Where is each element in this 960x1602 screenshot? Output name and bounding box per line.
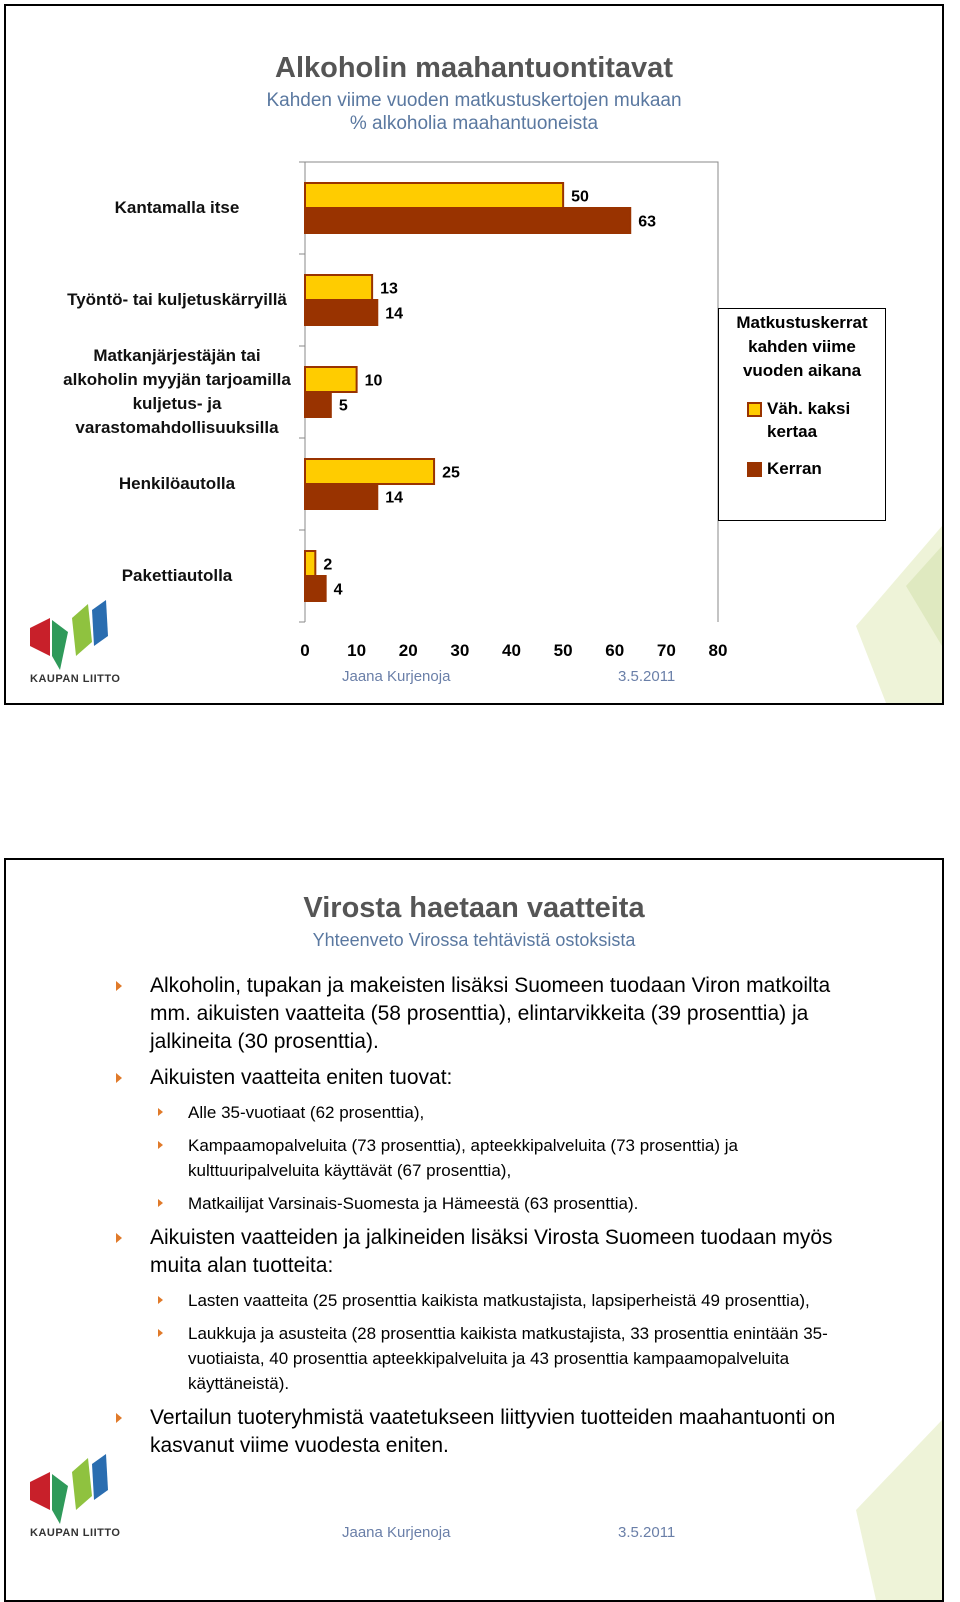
bar [304, 182, 565, 209]
legend-title: Matkustuskerrat kahden viime vuoden aika… [736, 313, 868, 380]
value-label: 14 [385, 306, 403, 323]
category-label: Henkilöautolla [118, 474, 236, 493]
bullet-group: Vertailun tuoteryhmistä vaatetukseen lii… [112, 1404, 858, 1460]
sub-bullet: Lasten vaatteita (25 prosenttia kaikista… [152, 1288, 858, 1313]
chart-title: Alkoholin maahantuontitavat [275, 52, 673, 84]
value-label: 10 [365, 373, 383, 390]
bar [304, 207, 632, 234]
value-label: 2 [323, 557, 332, 574]
bullet: Vertailun tuoteryhmistä vaatetukseen lii… [112, 1404, 850, 1460]
value-label: 4 [334, 582, 343, 599]
logo-text: KAUPAN LIITTO [30, 1527, 121, 1539]
deco-shape [906, 546, 942, 646]
legend-item: Väh. kaksi kertaa [747, 397, 867, 443]
x-tick-label: 20 [399, 641, 418, 660]
sub-bullet: Laukkuja ja asusteita (28 prosenttia kai… [152, 1321, 858, 1396]
slide: Alkoholin maahantuontitavat Kahden viime… [4, 4, 944, 705]
x-tick-label: 80 [709, 641, 728, 660]
bullet-group: Aikuisten vaatteiden ja jalkineiden lisä… [112, 1224, 858, 1396]
slide-subtitle: Yhteenveto Virossa tehtävistä ostoksista [312, 930, 636, 950]
x-tick-label: 70 [657, 641, 676, 660]
bar [304, 274, 374, 301]
footer-author: Jaana Kurjenoja [342, 668, 451, 685]
x-tick-label: 40 [502, 641, 521, 660]
footer-author: Jaana Kurjenoja [342, 1524, 451, 1541]
slide-title: Virosta haetaan vaatteita [303, 892, 645, 924]
bar [304, 299, 379, 326]
legend-label: Väh. kaksi kertaa [767, 399, 851, 441]
value-label: 63 [638, 214, 656, 231]
bar [304, 483, 379, 510]
bar [304, 366, 358, 393]
value-label: 25 [442, 465, 460, 482]
sub-bullet: Kampaamopalveluita (73 prosenttia), apte… [152, 1133, 858, 1183]
value-label: 50 [571, 189, 589, 206]
sub-bullet: Matkailijat Varsinais-Suomesta ja Hämees… [152, 1191, 858, 1216]
bullet: Aikuisten vaatteita eniten tuovat: [112, 1064, 850, 1092]
legend-swatch [747, 462, 762, 477]
value-label: 5 [339, 398, 348, 415]
footer-date: 3.5.2011 [618, 1524, 676, 1541]
x-tick-label: 10 [347, 641, 366, 660]
category-label: Matkanjärjestäjän tai alkoholin myyjän t… [63, 346, 291, 437]
x-tick-label: 0 [300, 641, 309, 660]
value-label: 13 [380, 281, 398, 298]
bullet-group: Alkoholin, tupakan ja makeisten lisäksi … [112, 972, 858, 1056]
chart: 0 10 20 30 40 50 60 70 80 50 63 13 14 10 5 25 14 24 [299, 161, 728, 660]
footer-date: 3.5.2011 [618, 668, 676, 685]
legend-label: Kerran [767, 459, 822, 478]
logo-text: KAUPAN LIITTO [30, 673, 121, 685]
sub-bullet: Alle 35-vuotiaat (62 prosenttia), [152, 1100, 858, 1125]
bullet: Aikuisten vaatteiden ja jalkineiden lisä… [112, 1224, 850, 1280]
bar [304, 391, 332, 418]
x-tick-label: 50 [554, 641, 573, 660]
legend-item: Kerran [747, 457, 867, 480]
slide: Virosta haetaan vaatteita Yhteenveto Vir… [4, 858, 944, 1602]
deco-shape [856, 1420, 942, 1600]
legend-swatch [747, 402, 762, 417]
category-label: Työntö- tai kuljetuskärryillä [67, 290, 287, 309]
logo-mark [30, 1454, 108, 1524]
bullet-list: Alkoholin, tupakan ja makeisten lisäksi … [112, 972, 858, 1468]
category-label: Pakettiautolla [121, 566, 233, 585]
decoration [30, 526, 942, 703]
category-label: Kantamalla itse [114, 198, 240, 217]
x-tick-label: 60 [605, 641, 624, 660]
decoration [30, 1420, 942, 1600]
x-tick-label: 30 [450, 641, 469, 660]
bar [304, 575, 327, 602]
chart-subtitle: Kahden viime vuoden matkustuskertojen mu… [266, 90, 682, 111]
bullet-group: Aikuisten vaatteita eniten tuovat: Alle 3… [112, 1064, 858, 1216]
bar [304, 458, 436, 485]
value-label: 14 [385, 490, 403, 507]
logo-mark [30, 600, 108, 670]
bullet: Alkoholin, tupakan ja makeisten lisäksi … [112, 972, 850, 1056]
legend: Matkustuskerrat kahden viime vuoden aika… [718, 308, 886, 521]
chart-subtitle: % alkoholia maahantuoneista [349, 113, 599, 134]
bar [304, 550, 317, 577]
